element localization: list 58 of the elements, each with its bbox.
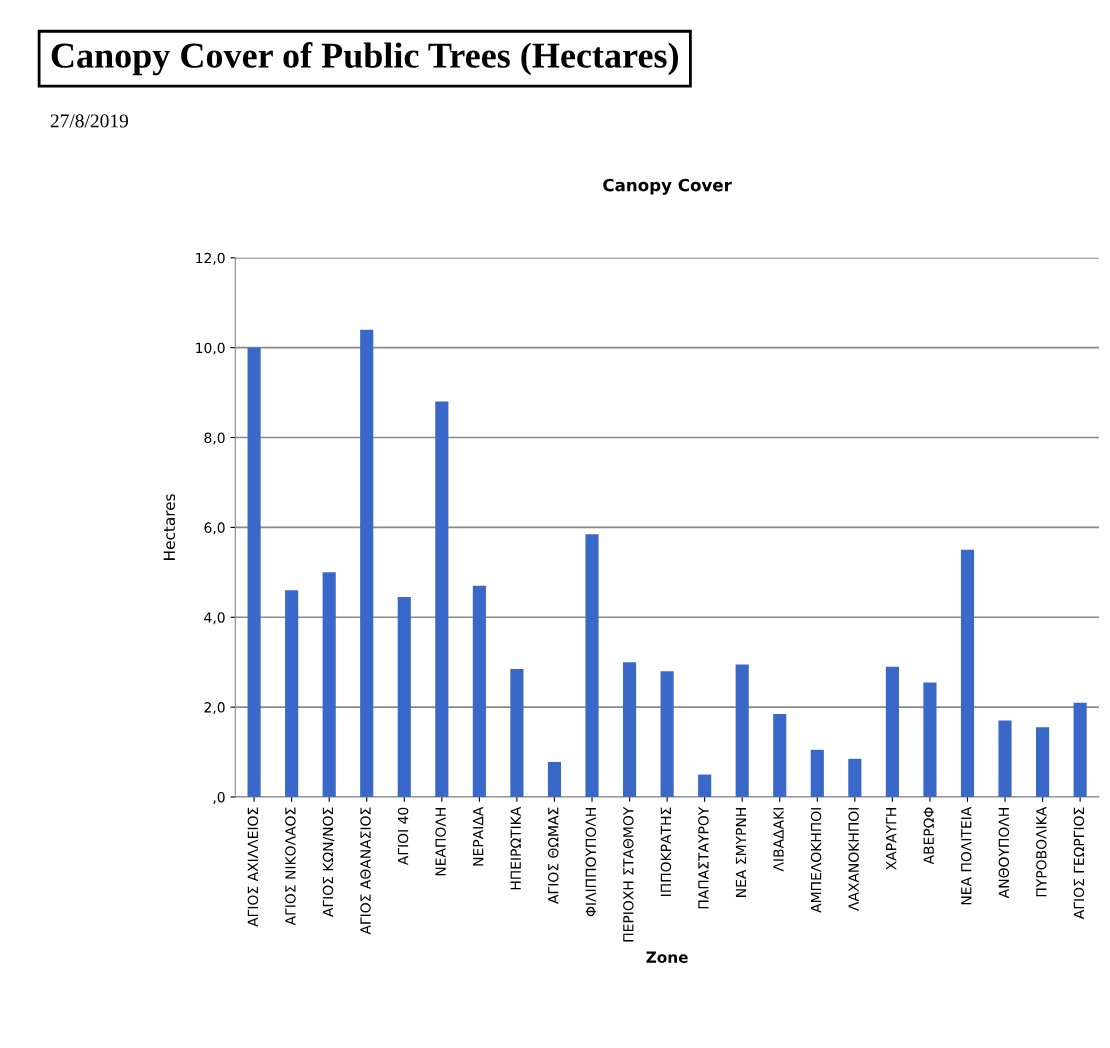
chart-subtitle: Canopy Cover [603,178,732,195]
bar [698,774,712,797]
x-axis-title: Zone [646,951,688,963]
x-tick-label: ΦΙΛΙΠΠΟΥΠΟΛΗ [585,808,597,917]
y-axis-title: Hectares [163,494,176,560]
bar [773,713,787,797]
bar [735,664,749,797]
x-tick-label: ΑΓΙΟΣ ΑΘΑΝΑΣΙΟΣ [360,807,371,935]
bar [435,401,449,797]
x-tick-label: ΠΕΡΙΟΧΗ ΣΤΑΘΜΟΥ [623,806,634,942]
x-tick-label: ΑΜΠΕΛΟΚΗΠΟΙ [810,808,822,913]
x-tick-label: ΑΓΙΟΣ ΝΙΚΟΛΑΟΣ [285,807,296,926]
x-tick-label: ΑΓΙΟΙ 40 [397,807,409,866]
y-tick-label: 12,0 [196,252,225,265]
bar [510,668,524,797]
bar [848,758,862,797]
bar [1036,727,1050,797]
bar [547,761,562,797]
x-tick-label: ΝΕΑ ΠΟΛΙΤΕΙΑ [961,806,972,905]
bar [923,682,937,797]
x-tick-label: ΑΓΙΟΣ ΚΩΝ/ΝΟΣ [322,807,335,917]
x-tick-label: ΝΕΡΑΙΔΑ [473,806,484,866]
bar [622,662,637,797]
bar [247,347,261,797]
bar [998,720,1012,797]
bar [397,597,411,797]
bar [960,549,975,797]
bar [360,329,374,797]
bar [472,585,486,797]
x-tick-label: ΠΑΠΑΣΤΑΥΡΟΥ [698,806,709,909]
x-tick-label: ΝΕΑ ΣΜΥΡΝΗ [735,808,747,897]
x-tick-label: ΛΙΒΑΔΑΚΙ [773,808,784,872]
bar [885,666,899,797]
x-tick-label: ΑΒΕΡΩΦ [923,807,934,865]
y-tick-label: 6,0 [204,522,225,535]
bar [660,671,674,797]
y-tick-label: ,0 [213,791,225,804]
text: 27/8/2019 [50,114,129,128]
y-tick-label: 2,0 [204,702,225,715]
x-tick-label: ΙΠΠΟΚΡΑΤΗΣ [660,807,672,896]
bar [285,590,299,797]
bar [322,572,336,797]
x-tick-label: ΑΓΙΟΣ ΑΧΙΛΛΕΙΟΣ [247,807,259,927]
bar [810,749,824,797]
x-tick-label: ΠΥΡΟΒΟΛΙΚΑ [1036,806,1047,897]
x-tick-label: ΗΠΕΙΡΩΤΙΚΑ [510,806,521,890]
y-tick-label: 8,0 [204,432,225,445]
bar [585,534,599,797]
x-tick-label: ΛΑΧΑΝΟΚΗΠΟΙ [848,808,859,911]
chart-title: Canopy Cover of Public Trees (Hectares) [51,42,678,76]
x-tick-label: ΑΝΘΟΥΠΟΛΗ [998,808,1010,899]
y-tick-label: 10,0 [196,342,225,355]
x-tick-label: ΝΕΑΠΟΛΗ [435,808,446,876]
bar [1073,702,1087,797]
x-tick-label: ΑΓΙΟΣ ΓΕΩΡΓΙΟΣ [1073,807,1085,920]
y-tick-label: 4,0 [204,612,225,625]
x-tick-label: ΑΓΙΟΣ ΘΩΜΑΣ [547,807,559,904]
x-tick-label: ΧΑΡΑΥΓΗ [886,808,897,870]
